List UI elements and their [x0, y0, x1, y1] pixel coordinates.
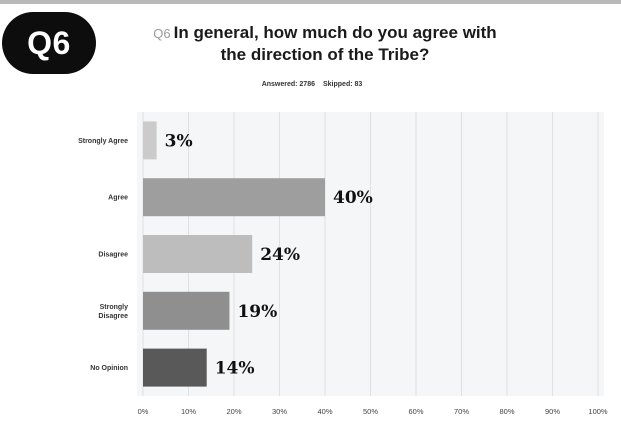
category-label: Strongly Disagree [98, 304, 128, 320]
question-number: Q6 [153, 26, 171, 41]
value-label: 24% [260, 245, 300, 265]
value-label: 40% [333, 188, 373, 208]
bar [143, 291, 230, 330]
chart-title: Q6 In general, how much do you agree with… [110, 22, 540, 65]
x-tick-label: 0% [138, 407, 149, 416]
x-tick-label: 50% [363, 407, 378, 416]
x-tick-label: 60% [408, 407, 423, 416]
x-tick-label: 70% [454, 407, 469, 416]
value-label: 14% [215, 359, 255, 379]
value-labels: 3% 40% 24% 19% 14% [165, 131, 373, 378]
value-label: 19% [237, 302, 277, 322]
x-tick-label: 100% [588, 407, 608, 416]
x-tick-label: 30% [272, 407, 287, 416]
x-tick-label: 80% [499, 407, 514, 416]
skipped-count: Skipped: 83 [323, 81, 363, 88]
title-line-1: In general, how much do you agree with [173, 23, 497, 42]
bar [143, 348, 207, 387]
question-badge: Q6 [2, 12, 96, 74]
value-label: 3% [165, 131, 193, 151]
category-label: Agree [108, 195, 128, 202]
bar [143, 235, 253, 273]
bar [143, 178, 325, 217]
x-tick-labels: 0% 10% 20% 30% 40% 50% 60% 70% 80% 90% 100% [138, 407, 608, 416]
category-label: No Opinion [90, 365, 128, 372]
x-tick-label: 10% [181, 407, 196, 416]
x-tick-label: 40% [317, 407, 332, 416]
category-label: Strongly Agree [78, 138, 128, 145]
question-badge-label: Q6 [27, 24, 71, 61]
title-line-2: the direction of the Tribe? [220, 45, 430, 64]
answered-count: Answered: 2786 [261, 81, 315, 88]
category-labels: Strongly Agree Agree Disagree Strongly Disag… [78, 138, 128, 372]
bars [143, 121, 325, 387]
category-label: Disagree [98, 252, 128, 259]
response-stats: Answered: 2786 Skipped: 83 [222, 81, 402, 88]
x-tick-label: 90% [545, 407, 560, 416]
bar [143, 121, 157, 160]
top-rule [0, 0, 621, 4]
x-tick-label: 20% [226, 407, 241, 416]
